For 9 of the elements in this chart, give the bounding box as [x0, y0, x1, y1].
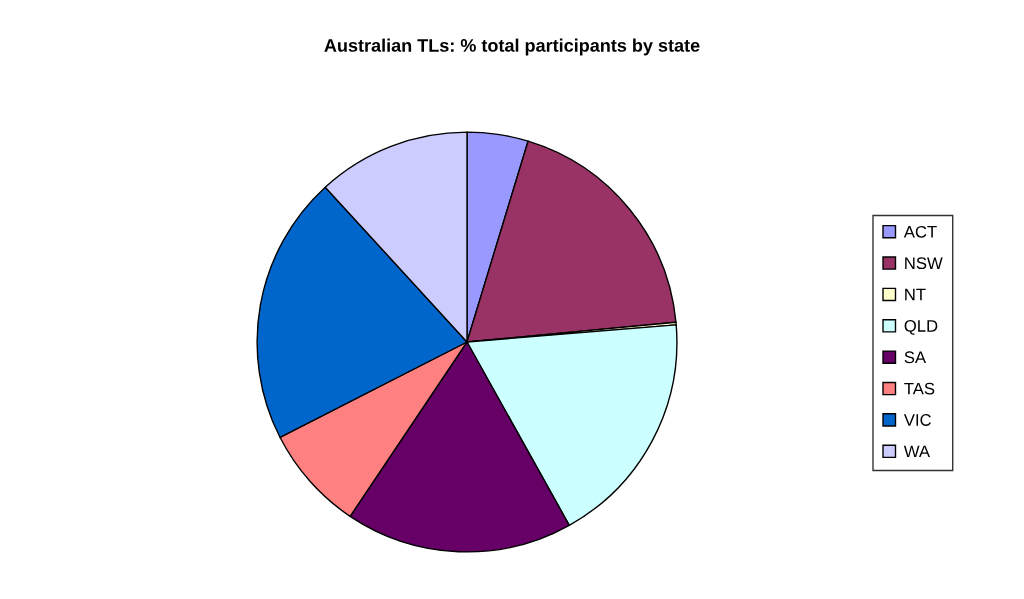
- legend-label: NT: [905, 288, 926, 301]
- legend-label: SA: [904, 351, 927, 364]
- legend-label: NSW: [905, 257, 943, 270]
- chart-title: Australian TLs: % total participants by state: [324, 38, 700, 56]
- legend-label: WA: [903, 445, 931, 458]
- legend-label: VIC: [903, 414, 931, 426]
- legend-label: QLD: [904, 319, 938, 335]
- legend-label: TAS: [904, 382, 935, 395]
- legend-label: ACT: [903, 225, 937, 238]
